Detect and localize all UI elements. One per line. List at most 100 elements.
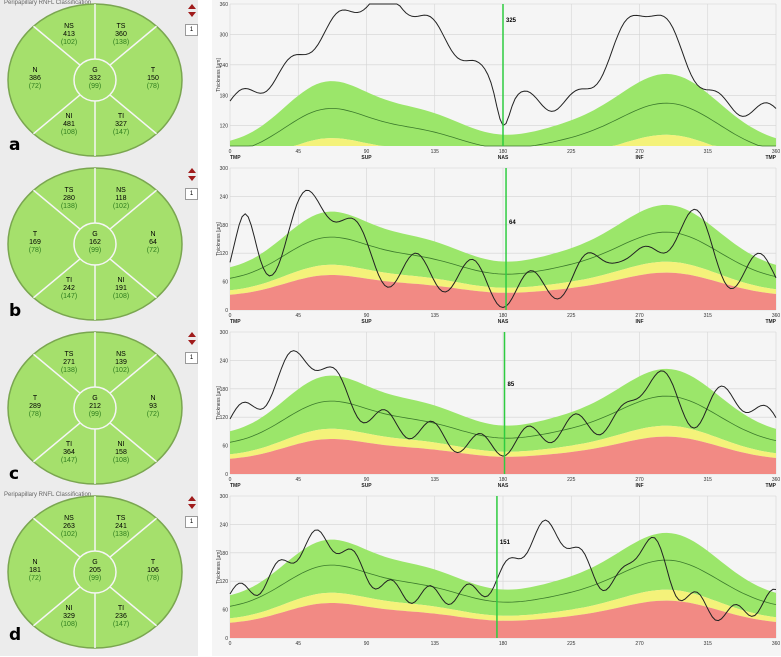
xtick-label: 90: [364, 149, 370, 155]
scroll-down-icon[interactable]: [188, 176, 196, 181]
header-text: Peripapillary RNFL Classification: [4, 492, 92, 498]
marker-value: 64: [509, 220, 516, 226]
sector-right-reference: (78): [147, 575, 159, 582]
sector-top_right-reference: (138): [113, 531, 129, 538]
xtick-label: 270: [635, 477, 644, 483]
panel-d: Peripapillary RNFL Classification 1 NS 263(…: [0, 492, 781, 656]
page-number-badge[interactable]: 1: [185, 188, 198, 200]
ytick-label: 300: [220, 166, 229, 172]
panel-letter: d: [9, 625, 22, 645]
sector-bottom_right-reference: (108): [113, 293, 129, 300]
xtick-label: 270: [635, 149, 644, 155]
ytick-label: 180: [220, 93, 229, 99]
sector-top_left-value: 413: [63, 31, 75, 38]
sector-right-value: 150: [147, 75, 159, 82]
sector-bottom_left-code: TI: [66, 441, 72, 448]
sector-left-value: 289: [29, 403, 41, 410]
sector-top_left-value: 271: [63, 359, 75, 366]
sector-top_right-value: 360: [115, 31, 127, 38]
sector-left-reference: (78): [29, 411, 41, 418]
sector-bottom_right-reference: (108): [113, 457, 129, 464]
page-number-badge[interactable]: 1: [185, 24, 198, 36]
panel-svg: NS263(102)TS241(138)N181(72)G205(99)T106…: [7, 494, 780, 649]
ytick-label: 0: [225, 636, 228, 642]
sector-bottom_left-reference: (108): [61, 621, 77, 628]
y-axis-label: Thickness [µm]: [216, 222, 222, 256]
ytick-label: 300: [220, 330, 229, 336]
xtick-label: 315: [704, 477, 713, 483]
sector-top_left-reference: (102): [61, 531, 77, 538]
section-label: TMP: [230, 155, 241, 161]
sector-center-reference: (99): [89, 247, 101, 254]
page-number-badge[interactable]: 1: [185, 516, 198, 528]
sector-bottom_left-value: 329: [63, 613, 75, 620]
section-label: TMP: [230, 319, 241, 325]
ytick-label: 120: [220, 579, 229, 585]
sector-top_right-reference: (138): [113, 39, 129, 46]
sector-center-value: 162: [89, 239, 101, 246]
borderline-band: [230, 134, 776, 146]
sector-top_left-reference: (102): [61, 39, 77, 46]
scroll-up-icon[interactable]: [188, 4, 196, 9]
panel-c: 1 TS 271 (138) NS 139 (102) T 289 (78) G 212 (99) N 93…: [0, 328, 781, 492]
sector-top_left-value: 263: [63, 523, 75, 530]
xtick-label: 0: [229, 313, 232, 319]
section-label: NAS: [498, 483, 509, 489]
sector-bottom_right-value: 191: [115, 285, 127, 292]
scroll-down-icon[interactable]: [188, 504, 196, 509]
sector-top_left-value: 280: [63, 195, 75, 202]
scroll-up-icon[interactable]: [188, 168, 196, 173]
panel-letter: a: [9, 135, 21, 155]
normative-mean-line: [229, 231, 777, 279]
ytick-label: 0: [225, 472, 228, 478]
sector-left-value: 386: [29, 75, 41, 82]
y-axis-label: Thickness [µm]: [216, 58, 222, 92]
section-label: TMP: [765, 155, 776, 161]
sector-center-code: G: [92, 559, 97, 566]
section-label: NAS: [498, 155, 509, 161]
sector-bottom_right-code: NI: [118, 441, 125, 448]
sector-center-value: 205: [89, 567, 101, 574]
xtick-label: 45: [295, 641, 301, 647]
sector-top_left-code: TS: [65, 187, 74, 194]
panel-letter: b: [9, 301, 22, 321]
sector-center-code: G: [92, 67, 97, 74]
xtick-label: 315: [704, 641, 713, 647]
scroll-down-icon[interactable]: [188, 12, 196, 17]
abnormal-band: [230, 272, 776, 310]
y-axis-label: Thickness [µm]: [216, 386, 222, 420]
panel-svg: TS271(138)NS139(102)T289(78)G212(99)N93(…: [7, 330, 780, 489]
scroll-up-icon[interactable]: [188, 496, 196, 501]
xtick-label: 180: [499, 641, 508, 647]
sector-left-code: T: [33, 395, 38, 402]
sector-top_right-code: TS: [117, 515, 126, 522]
sector-right-code: T: [151, 559, 156, 566]
panel-svg: NS413(102)TS360(138)N386(72)G332(99)T150…: [7, 2, 780, 161]
normative-mean-line: [229, 559, 777, 607]
ytick-label: 240: [220, 358, 229, 364]
sector-top_left-reference: (138): [61, 367, 77, 374]
sector-center-code: G: [92, 231, 97, 238]
sector-left-value: 169: [29, 239, 41, 246]
section-label: NAS: [498, 319, 509, 325]
panel-svg: TS280(138)NS118(102)T169(78)G162(99)N64(…: [7, 166, 780, 325]
section-label: TMP: [230, 483, 241, 489]
xtick-label: 90: [364, 313, 370, 319]
sector-bottom_left-reference: (147): [61, 457, 77, 464]
sector-bottom_right-reference: (147): [113, 129, 129, 136]
xtick-label: 135: [431, 477, 440, 483]
sector-right-reference: (78): [147, 83, 159, 90]
section-label: INF: [635, 483, 643, 489]
sector-right-reference: (72): [147, 247, 159, 254]
section-label: SUP: [361, 483, 372, 489]
scroll-up-icon[interactable]: [188, 332, 196, 337]
scroll-down-icon[interactable]: [188, 340, 196, 345]
normal-band: [230, 73, 776, 146]
xtick-label: 180: [499, 149, 508, 155]
marker-value: 85: [508, 382, 515, 388]
sector-left-reference: (72): [29, 575, 41, 582]
page-number-badge[interactable]: 1: [185, 352, 198, 364]
panel-a: Peripapillary RNFL Classification 1 NS 413(…: [0, 0, 781, 164]
sector-right-code: N: [150, 395, 155, 402]
